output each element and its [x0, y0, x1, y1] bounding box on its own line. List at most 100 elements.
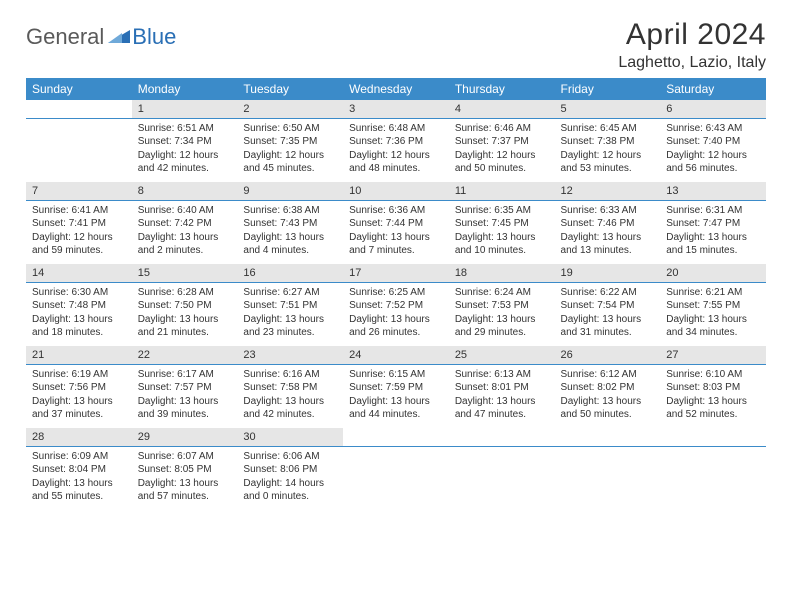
day-number-cell: 21: [26, 346, 132, 364]
day-detail-cell: [555, 446, 661, 510]
day-number-cell: 13: [660, 182, 766, 200]
day-number-cell: 24: [343, 346, 449, 364]
day-number-cell: 16: [237, 264, 343, 282]
day-number: 5: [561, 103, 567, 115]
daylight-line: Daylight: 13 hours and 13 minutes.: [561, 231, 655, 258]
page-header: General Blue April 2024 Laghetto, Lazio,…: [26, 18, 766, 72]
sunrise-line: Sunrise: 6:27 AM: [243, 286, 337, 300]
day-detail-cell: Sunrise: 6:16 AMSunset: 7:58 PMDaylight:…: [237, 364, 343, 428]
day-header: Saturday: [660, 78, 766, 100]
week-detail-row: Sunrise: 6:41 AMSunset: 7:41 PMDaylight:…: [26, 200, 766, 264]
day-detail-cell: [26, 118, 132, 182]
daylight-line: Daylight: 12 hours and 59 minutes.: [32, 231, 126, 258]
day-number: 9: [243, 185, 249, 197]
day-number: 7: [32, 185, 38, 197]
day-number-cell: 26: [555, 346, 661, 364]
daylight-line: Daylight: 13 hours and 42 minutes.: [243, 395, 337, 422]
day-detail-cell: Sunrise: 6:43 AMSunset: 7:40 PMDaylight:…: [660, 118, 766, 182]
day-number: 2: [243, 103, 249, 115]
sunrise-line: Sunrise: 6:07 AM: [138, 450, 232, 464]
day-detail-cell: Sunrise: 6:40 AMSunset: 7:42 PMDaylight:…: [132, 200, 238, 264]
sunset-line: Sunset: 7:36 PM: [349, 135, 443, 149]
day-header: Tuesday: [237, 78, 343, 100]
location-subtitle: Laghetto, Lazio, Italy: [618, 54, 766, 72]
sunset-line: Sunset: 7:54 PM: [561, 299, 655, 313]
brand-triangle-icon: [108, 27, 130, 48]
day-number-cell: 19: [555, 264, 661, 282]
daylight-line: Daylight: 14 hours and 0 minutes.: [243, 477, 337, 504]
daylight-line: Daylight: 12 hours and 50 minutes.: [455, 149, 549, 176]
day-header: Wednesday: [343, 78, 449, 100]
sunrise-line: Sunrise: 6:25 AM: [349, 286, 443, 300]
day-detail-cell: Sunrise: 6:10 AMSunset: 8:03 PMDaylight:…: [660, 364, 766, 428]
daylight-line: Daylight: 12 hours and 48 minutes.: [349, 149, 443, 176]
day-number-cell: 27: [660, 346, 766, 364]
daylight-line: Daylight: 13 hours and 26 minutes.: [349, 313, 443, 340]
day-number: 30: [243, 431, 255, 443]
sunset-line: Sunset: 7:41 PM: [32, 217, 126, 231]
day-number: 1: [138, 103, 144, 115]
day-detail-cell: Sunrise: 6:30 AMSunset: 7:48 PMDaylight:…: [26, 282, 132, 346]
day-number: 12: [561, 185, 573, 197]
day-detail-cell: Sunrise: 6:50 AMSunset: 7:35 PMDaylight:…: [237, 118, 343, 182]
daylight-line: Daylight: 13 hours and 7 minutes.: [349, 231, 443, 258]
day-detail-cell: Sunrise: 6:17 AMSunset: 7:57 PMDaylight:…: [132, 364, 238, 428]
sunrise-line: Sunrise: 6:51 AM: [138, 122, 232, 136]
sunset-line: Sunset: 7:34 PM: [138, 135, 232, 149]
day-number: 3: [349, 103, 355, 115]
day-detail-cell: Sunrise: 6:41 AMSunset: 7:41 PMDaylight:…: [26, 200, 132, 264]
day-number-cell: 6: [660, 100, 766, 118]
daylight-line: Daylight: 12 hours and 53 minutes.: [561, 149, 655, 176]
sunset-line: Sunset: 7:35 PM: [243, 135, 337, 149]
day-header: Friday: [555, 78, 661, 100]
daylight-line: Daylight: 13 hours and 29 minutes.: [455, 313, 549, 340]
sunrise-line: Sunrise: 6:15 AM: [349, 368, 443, 382]
daylight-line: Daylight: 13 hours and 55 minutes.: [32, 477, 126, 504]
week-daynum-row: 14151617181920: [26, 264, 766, 282]
day-detail-cell: Sunrise: 6:24 AMSunset: 7:53 PMDaylight:…: [449, 282, 555, 346]
day-detail-cell: [660, 446, 766, 510]
day-number: 25: [455, 349, 467, 361]
sunrise-line: Sunrise: 6:40 AM: [138, 204, 232, 218]
day-detail-cell: [343, 446, 449, 510]
daylight-line: Daylight: 12 hours and 56 minutes.: [666, 149, 760, 176]
sunrise-line: Sunrise: 6:17 AM: [138, 368, 232, 382]
day-number-cell: 1: [132, 100, 238, 118]
sunset-line: Sunset: 7:43 PM: [243, 217, 337, 231]
day-detail-cell: [449, 446, 555, 510]
sunrise-line: Sunrise: 6:28 AM: [138, 286, 232, 300]
calendar-body: 123456Sunrise: 6:51 AMSunset: 7:34 PMDay…: [26, 100, 766, 510]
daylight-line: Daylight: 13 hours and 34 minutes.: [666, 313, 760, 340]
day-detail-cell: Sunrise: 6:51 AMSunset: 7:34 PMDaylight:…: [132, 118, 238, 182]
week-daynum-row: 282930: [26, 428, 766, 446]
day-number: 29: [138, 431, 150, 443]
day-number-cell: 2: [237, 100, 343, 118]
day-detail-cell: Sunrise: 6:07 AMSunset: 8:05 PMDaylight:…: [132, 446, 238, 510]
day-number: 8: [138, 185, 144, 197]
day-detail-cell: Sunrise: 6:27 AMSunset: 7:51 PMDaylight:…: [237, 282, 343, 346]
daylight-line: Daylight: 13 hours and 50 minutes.: [561, 395, 655, 422]
sunrise-line: Sunrise: 6:10 AM: [666, 368, 760, 382]
sunset-line: Sunset: 7:46 PM: [561, 217, 655, 231]
day-detail-cell: Sunrise: 6:33 AMSunset: 7:46 PMDaylight:…: [555, 200, 661, 264]
sunrise-line: Sunrise: 6:41 AM: [32, 204, 126, 218]
week-detail-row: Sunrise: 6:19 AMSunset: 7:56 PMDaylight:…: [26, 364, 766, 428]
sunrise-line: Sunrise: 6:31 AM: [666, 204, 760, 218]
day-number-cell: 14: [26, 264, 132, 282]
sunset-line: Sunset: 7:51 PM: [243, 299, 337, 313]
daylight-line: Daylight: 13 hours and 52 minutes.: [666, 395, 760, 422]
daylight-line: Daylight: 13 hours and 18 minutes.: [32, 313, 126, 340]
sunrise-line: Sunrise: 6:16 AM: [243, 368, 337, 382]
day-number-cell: 17: [343, 264, 449, 282]
day-number-cell: [343, 428, 449, 446]
daylight-line: Daylight: 13 hours and 39 minutes.: [138, 395, 232, 422]
sunrise-line: Sunrise: 6:35 AM: [455, 204, 549, 218]
daylight-line: Daylight: 13 hours and 15 minutes.: [666, 231, 760, 258]
sunset-line: Sunset: 7:45 PM: [455, 217, 549, 231]
brand-logo: General Blue: [26, 18, 176, 50]
sunrise-line: Sunrise: 6:06 AM: [243, 450, 337, 464]
day-detail-cell: Sunrise: 6:31 AMSunset: 7:47 PMDaylight:…: [660, 200, 766, 264]
sunset-line: Sunset: 7:37 PM: [455, 135, 549, 149]
day-detail-cell: Sunrise: 6:21 AMSunset: 7:55 PMDaylight:…: [660, 282, 766, 346]
day-number: 18: [455, 267, 467, 279]
